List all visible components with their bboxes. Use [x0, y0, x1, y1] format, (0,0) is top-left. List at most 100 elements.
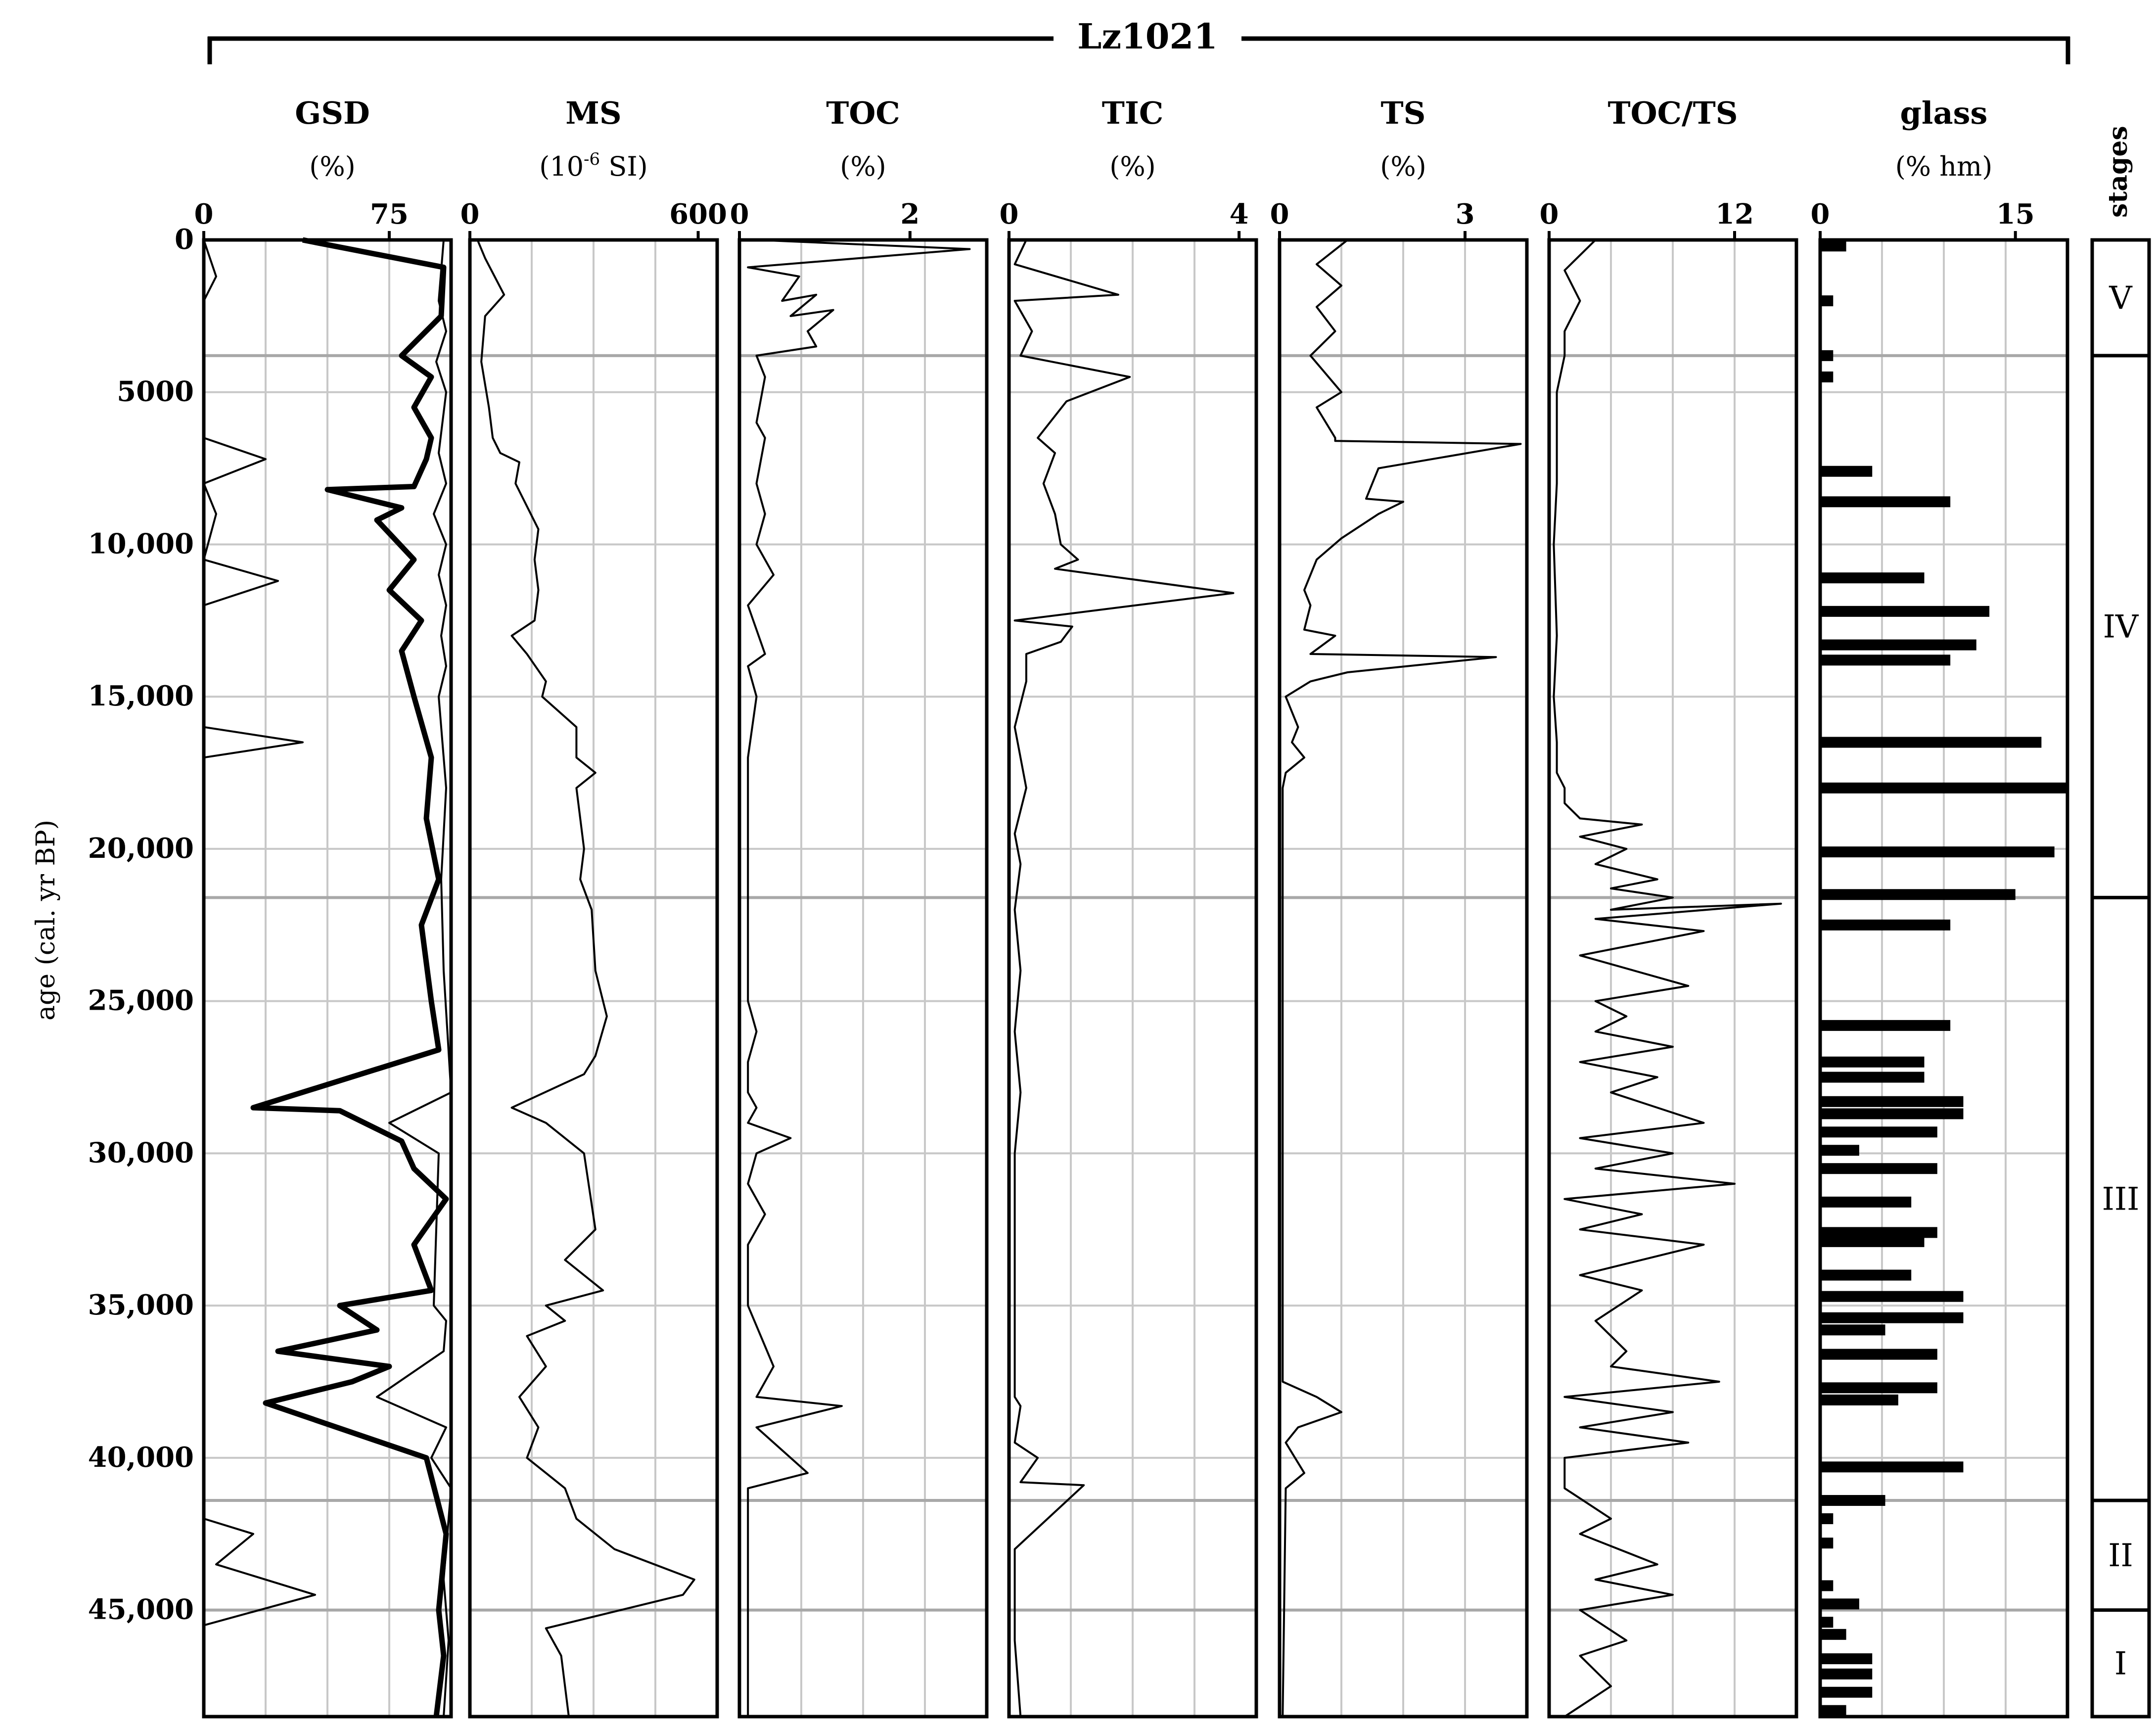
x-tick-label: 75: [370, 198, 409, 231]
y-tick-label: 20,000: [88, 832, 194, 865]
panel-toc-ts: TOC/TS 0 12: [1540, 95, 1798, 1719]
glass-bar: [1820, 496, 1951, 508]
glass-bar: [1820, 240, 1846, 252]
chart-title: Lz1021: [1077, 16, 1218, 57]
stage-label: V: [2109, 280, 2133, 317]
glass-bar: [1820, 1513, 1834, 1524]
series-line-thin: [1553, 239, 1782, 1718]
panel-frame: [202, 238, 453, 1719]
x-tick-label: 0: [1000, 198, 1019, 231]
series-line-thin: [203, 239, 316, 1627]
y-tick-label: 0: [175, 223, 194, 256]
y-tick-label: 5000: [117, 375, 194, 408]
x-tick-label: 15: [1996, 198, 2035, 231]
panel-title: TOC: [826, 95, 900, 131]
glass-bar: [1820, 1072, 1925, 1083]
panel-unit: (%): [1109, 151, 1155, 182]
x-tick-label: 0: [460, 198, 480, 231]
glass-bar: [1820, 1394, 1898, 1405]
x-tick-label: 12: [1715, 198, 1754, 231]
glass-bar: [1820, 295, 1834, 307]
panel-title: glass: [1900, 95, 1988, 131]
panel-unit: (%): [1380, 151, 1426, 182]
glass-bar: [1820, 466, 1873, 477]
panel-unit: (%): [309, 151, 355, 182]
panel-title: MS: [565, 95, 621, 131]
glass-bar: [1820, 1686, 1873, 1698]
glass-bar: [1820, 782, 2067, 793]
series-line-thin: [476, 239, 695, 1717]
panel-ts: TS (%) 0 3: [1270, 95, 1529, 1719]
glass-bar: [1820, 1598, 1859, 1610]
glass-bar: [1820, 1291, 1964, 1302]
glass-bar: [1820, 1056, 1925, 1068]
x-tick-label: 3: [1456, 198, 1475, 231]
x-tick-label: 0: [1270, 198, 1289, 231]
x-tick-label: 0: [1811, 198, 1830, 231]
glass-bar: [1820, 1495, 1885, 1506]
stage-label: II: [2108, 1538, 2133, 1574]
stages-frame: [2090, 238, 2151, 1719]
series-line-thick: [250, 237, 449, 1717]
y-tick-label: 35,000: [88, 1289, 194, 1321]
panel-title: TS: [1381, 95, 1426, 131]
y-axis-ticks: 0 5000 10,000 15,000 20,000 25,000 30,000 35,00…: [88, 223, 194, 1626]
glass-bar: [1820, 1324, 1885, 1336]
panel-toc: TOC (%) 0 2: [730, 95, 989, 1719]
panel-gsd: GSD (%) 0 75: [194, 95, 453, 1719]
y-tick-label: 45,000: [88, 1593, 194, 1626]
glass-bar: [1820, 846, 2055, 858]
stage-label: I: [2114, 1645, 2127, 1682]
panel-title: GSD: [295, 95, 370, 131]
glass-bar: [1820, 1312, 1964, 1323]
x-tick-label: 0: [1540, 198, 1559, 231]
stage-label: III: [2102, 1181, 2140, 1218]
glass-bar: [1820, 1236, 1925, 1247]
panel-frame: [1818, 238, 2069, 1719]
glass-bar: [1820, 1196, 1912, 1208]
panel-tic: TIC (%) 0 4: [1000, 95, 1258, 1719]
stages-label: stages: [2103, 126, 2133, 218]
panel-frame: [737, 238, 989, 1719]
panel-unit: (% hm): [1895, 151, 1993, 182]
x-tick-label: 600: [669, 198, 727, 231]
glass-bar: [1820, 1617, 1834, 1628]
panel-unit: (10-6 SI): [539, 149, 647, 182]
x-tick-label: 0: [194, 198, 214, 231]
panel-title: TOC/TS: [1607, 95, 1738, 131]
panel-unit: (%): [840, 151, 886, 182]
y-tick-label: 25,000: [88, 984, 194, 1017]
glass-bar: [1820, 639, 1976, 651]
glass-bar: [1820, 1145, 1859, 1156]
glass-bar: [1820, 1126, 1937, 1138]
y-tick-label: 10,000: [88, 527, 194, 560]
panel-frame: [1007, 238, 1258, 1719]
title-bracket: Lz1021: [207, 16, 2070, 64]
panel-glass: glass (% hm) 0 15: [1811, 95, 2069, 1719]
x-tick-label: 0: [730, 198, 749, 231]
glass-bar: [1820, 1108, 1964, 1120]
y-tick-label: 30,000: [88, 1136, 194, 1169]
series-line-thin: [376, 239, 452, 1717]
glass-bar: [1820, 1461, 1964, 1473]
glass-bar: [1820, 1538, 1834, 1549]
series-line-thin: [1282, 239, 1522, 1717]
panel-frame: [1278, 238, 1529, 1719]
panel-ms: MS (10-6 SI) 0 600: [460, 95, 727, 1719]
glass-bar: [1820, 737, 2042, 748]
panel-frame: [1547, 238, 1798, 1719]
glass-bar: [1820, 1163, 1937, 1174]
y-tick-label: 40,000: [88, 1441, 194, 1474]
glass-bar: [1820, 919, 1951, 931]
glass-bar: [1820, 1668, 1873, 1680]
glass-bar: [1820, 1653, 1873, 1665]
stage-label: IV: [2103, 609, 2139, 646]
panel-frame: [468, 238, 719, 1719]
glass-bar: [1820, 1580, 1834, 1591]
x-tick-label: 4: [1230, 198, 1249, 231]
x-tick-label: 2: [900, 198, 919, 231]
glass-bar: [1820, 889, 2016, 900]
panel-title: TIC: [1102, 95, 1163, 131]
